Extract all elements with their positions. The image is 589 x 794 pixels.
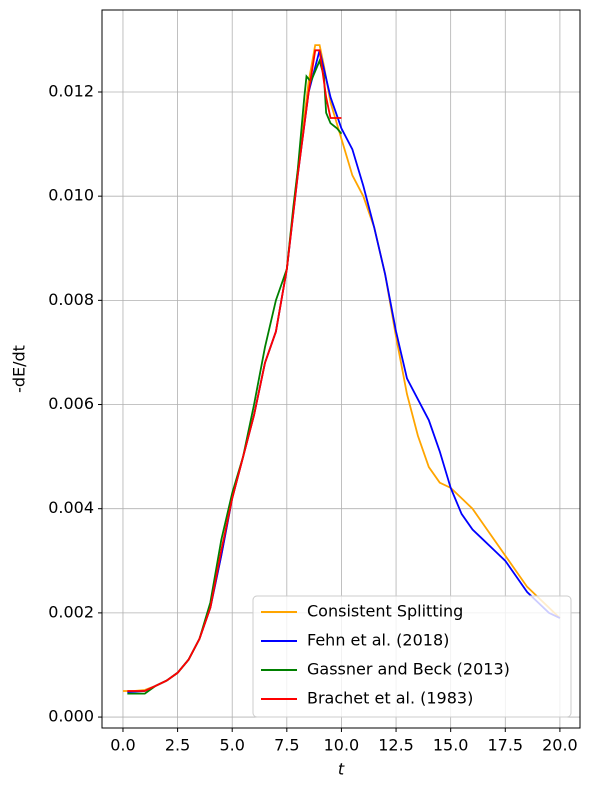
x-tick-label: 12.5	[378, 736, 414, 755]
y-tick-label: 0.000	[48, 707, 94, 726]
legend-label: Consistent Splitting	[307, 602, 463, 621]
y-tick-label: 0.010	[48, 186, 94, 205]
x-tick-label: 20.0	[542, 736, 578, 755]
x-tick-label: 0.0	[110, 736, 135, 755]
series-line	[127, 49, 342, 692]
y-axis-label: -dE/dt	[10, 345, 29, 393]
y-tick-label: 0.008	[48, 290, 94, 309]
y-tick-label: 0.006	[48, 394, 94, 413]
y-tick-label: 0.002	[48, 602, 94, 621]
legend-label: Fehn et al. (2018)	[307, 631, 449, 650]
x-axis-label: t	[338, 760, 345, 779]
plot-frame	[101, 9, 581, 729]
legend-box	[252, 595, 572, 718]
x-tick-label: 17.5	[487, 736, 523, 755]
x-tick-label: 7.5	[274, 736, 299, 755]
x-tick-label: 5.0	[219, 736, 244, 755]
x-tick-label: 2.5	[165, 736, 190, 755]
x-tick-label: 10.0	[324, 736, 360, 755]
y-tick-label: 0.012	[48, 81, 94, 100]
legend-label: Brachet et al. (1983)	[307, 689, 473, 708]
legend-label: Gassner and Beck (2013)	[307, 660, 510, 679]
y-tick-label: 0.004	[48, 498, 94, 517]
x-tick-label: 15.0	[433, 736, 469, 755]
